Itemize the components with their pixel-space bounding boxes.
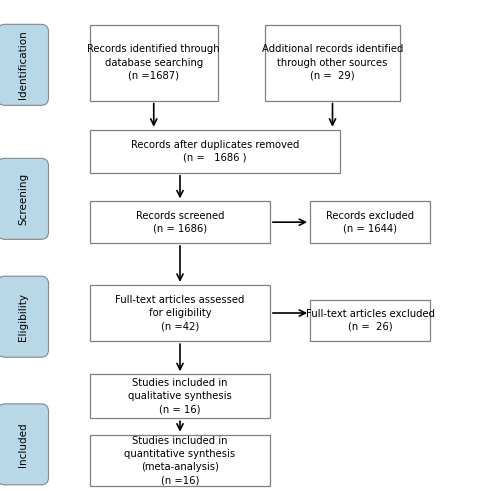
Text: Studies included in
qualitative synthesis
(n = 16): Studies included in qualitative synthesi…: [128, 378, 232, 414]
FancyBboxPatch shape: [90, 285, 270, 341]
FancyBboxPatch shape: [0, 404, 48, 485]
Text: Full-text articles assessed
for eligibility
(n =42): Full-text articles assessed for eligibil…: [116, 295, 244, 331]
Text: Screening: Screening: [18, 173, 28, 225]
Text: Records screened
(n = 1686): Records screened (n = 1686): [136, 211, 224, 234]
Text: Additional records identified
through other sources
(n =  29): Additional records identified through ot…: [262, 44, 403, 81]
Text: Records identified through
database searching
(n =1687): Records identified through database sear…: [88, 44, 220, 81]
FancyBboxPatch shape: [90, 374, 270, 418]
FancyBboxPatch shape: [0, 276, 48, 357]
Text: Included: Included: [18, 422, 28, 466]
FancyBboxPatch shape: [90, 25, 218, 101]
Text: Studies included in
quantitative synthesis
(meta-analysis)
(n =16): Studies included in quantitative synthes…: [124, 436, 236, 485]
FancyBboxPatch shape: [310, 201, 430, 243]
Text: Records after duplicates removed
(n =   1686 ): Records after duplicates removed (n = 16…: [131, 139, 299, 163]
Text: Full-text articles excluded
(n =  26): Full-text articles excluded (n = 26): [306, 309, 434, 332]
FancyBboxPatch shape: [0, 159, 48, 240]
FancyBboxPatch shape: [90, 201, 270, 243]
FancyBboxPatch shape: [310, 300, 430, 341]
FancyBboxPatch shape: [90, 130, 340, 173]
FancyBboxPatch shape: [265, 25, 400, 101]
Text: Identification: Identification: [18, 30, 28, 99]
FancyBboxPatch shape: [0, 25, 48, 106]
FancyBboxPatch shape: [90, 435, 270, 486]
Text: Eligibility: Eligibility: [18, 293, 28, 341]
Text: Records excluded
(n = 1644): Records excluded (n = 1644): [326, 211, 414, 234]
